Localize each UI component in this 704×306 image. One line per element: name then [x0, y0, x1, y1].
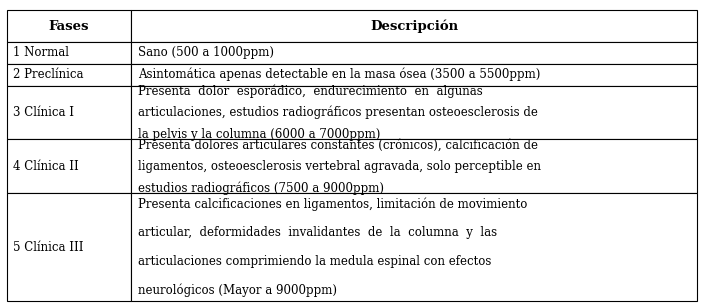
Bar [131, 64, 697, 86]
Text: Presenta calcificaciones en ligamentos, limitación de movimiento: Presenta calcificaciones en ligamentos, … [138, 197, 527, 211]
Text: articulaciones comprimiendo la medula espinal con efectos: articulaciones comprimiendo la medula es… [138, 255, 491, 268]
Text: 5 Clínica III: 5 Clínica III [13, 241, 84, 254]
Text: Presenta  dolor  esporádico,  endurecimiento  en  algunas: Presenta dolor esporádico, endurecimient… [138, 84, 483, 98]
Bar [7, 86, 131, 140]
Text: articulaciones, estudios radiográficos presentan osteoesclerosis de: articulaciones, estudios radiográficos p… [138, 106, 538, 119]
Bar [131, 86, 697, 140]
Text: la pelvis y la columna (6000 a 7000ppm): la pelvis y la columna (6000 a 7000ppm) [138, 128, 381, 141]
Bar [7, 193, 131, 301]
Bar [131, 193, 697, 301]
Text: Fases: Fases [49, 20, 89, 32]
Bar [7, 140, 131, 193]
Bar [7, 42, 131, 64]
Text: Sano (500 a 1000ppm): Sano (500 a 1000ppm) [138, 47, 274, 59]
Text: 1 Normal: 1 Normal [13, 47, 69, 59]
Text: Asintomática apenas detectable en la masa ósea (3500 a 5500ppm): Asintomática apenas detectable en la mas… [138, 68, 541, 81]
Text: Presenta dolores articulares constantes (crónicos), calcificación de: Presenta dolores articulares constantes … [138, 138, 538, 151]
Bar [7, 64, 131, 86]
Text: Descripción: Descripción [370, 19, 458, 33]
Text: 4 Clínica II: 4 Clínica II [13, 160, 79, 173]
Text: neurológicos (Mayor a 9000ppm): neurológicos (Mayor a 9000ppm) [138, 283, 337, 297]
Text: 2 Preclínica: 2 Preclínica [13, 68, 84, 81]
Text: 3 Clínica I: 3 Clínica I [13, 106, 74, 119]
Bar [131, 10, 697, 42]
Text: estudios radiográficos (7500 a 9000ppm): estudios radiográficos (7500 a 9000ppm) [138, 181, 384, 195]
Bar [7, 10, 131, 42]
Bar [131, 42, 697, 64]
Bar [131, 140, 697, 193]
Text: articular,  deformidades  invalidantes  de  la  columna  y  las: articular, deformidades invalidantes de … [138, 226, 497, 239]
Text: ligamentos, osteoesclerosis vertebral agravada, solo perceptible en: ligamentos, osteoesclerosis vertebral ag… [138, 160, 541, 173]
